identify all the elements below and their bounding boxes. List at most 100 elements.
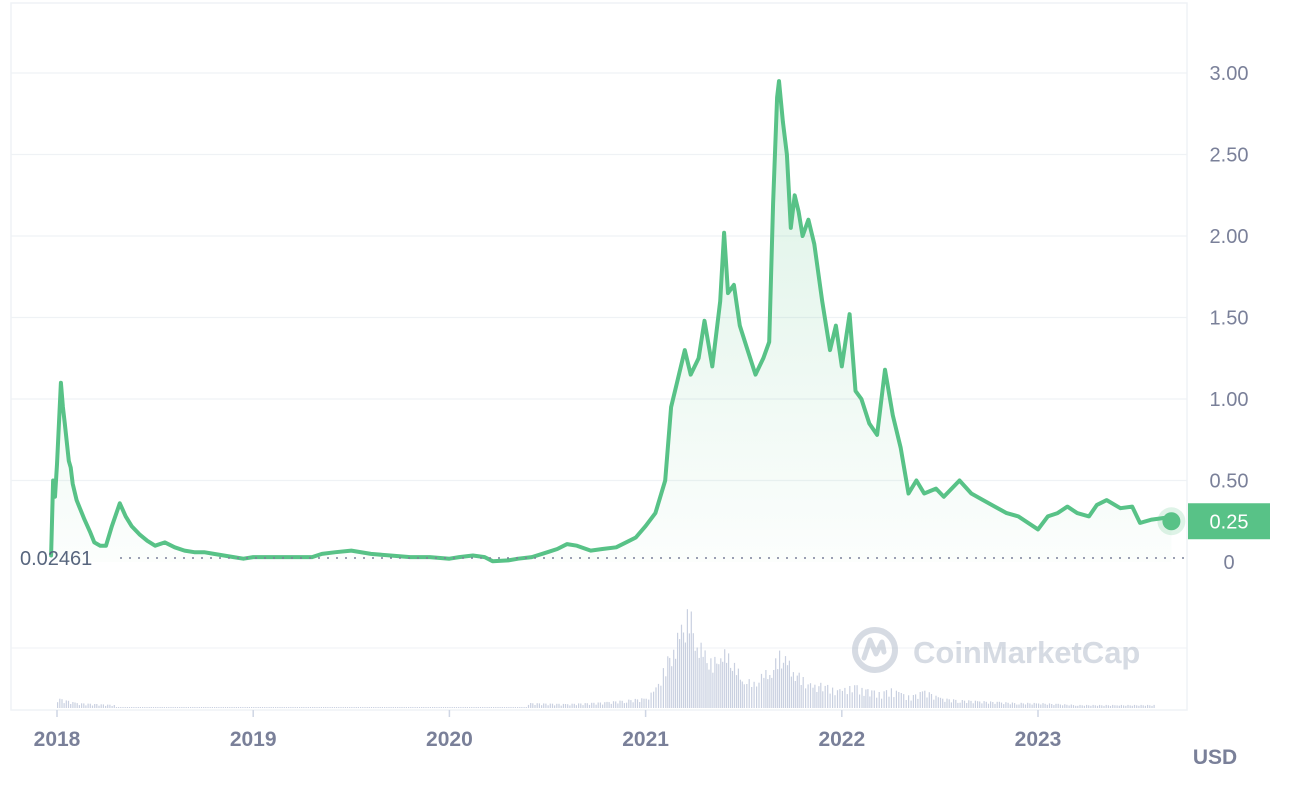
volume-bar (765, 670, 767, 708)
volume-bar (451, 707, 453, 708)
volume-bar (1151, 705, 1153, 708)
volume-bar (673, 649, 675, 708)
volume-bar (621, 700, 623, 708)
volume-bar (556, 703, 558, 708)
volume-bar (65, 700, 67, 708)
volume-bar (623, 703, 625, 708)
volume-bar (264, 707, 266, 708)
volume-bar (292, 707, 294, 708)
volume-bar (1131, 705, 1133, 708)
volume-bar (440, 707, 442, 708)
x-tick-label: 2019 (230, 728, 277, 751)
volume-bar (1007, 702, 1009, 708)
volume-bar (867, 689, 869, 708)
volume-bar (827, 684, 829, 708)
volume-bar (1077, 705, 1079, 708)
volume-bar (730, 667, 732, 708)
volume-bar (939, 697, 942, 708)
volume-bar (482, 707, 484, 708)
volume-bar (809, 683, 812, 708)
volume-bar (1123, 705, 1125, 708)
volume-bar (57, 702, 59, 708)
volume-bar (534, 705, 536, 708)
volume-bar (192, 707, 194, 708)
y-axis-ticks: 0 0.50 1.00 1.50 2.00 2.50 3.00 (1210, 63, 1249, 574)
y-tick-label: 1.50 (1210, 308, 1249, 330)
volume-bar (231, 707, 233, 708)
volume-bar (255, 707, 257, 708)
volume-bar (974, 700, 976, 708)
volume-bar (386, 707, 388, 708)
volume-bar (617, 703, 619, 708)
volume-bar (205, 707, 207, 708)
volume-bar (342, 707, 344, 708)
volume-bar (990, 701, 992, 708)
volume-bar (1144, 705, 1146, 708)
volume-bar (403, 707, 405, 708)
volume-bar (220, 707, 222, 708)
volume-bar (822, 691, 824, 708)
volume-bar (669, 657, 671, 708)
volume-bar (963, 700, 966, 708)
volume-bar (135, 707, 137, 708)
volume-bar (246, 707, 248, 708)
volume-bar (558, 703, 560, 708)
volume-bar (748, 679, 750, 708)
watermark: CoinMarketCap (852, 627, 1140, 673)
volume-bar (760, 673, 763, 708)
volume-bar (242, 707, 244, 708)
volume-bar (1059, 704, 1061, 708)
volume-bar (309, 707, 312, 708)
volume-bar (632, 702, 634, 708)
volume-bar (279, 707, 281, 708)
volume-bar (434, 707, 436, 708)
volume-bar (1064, 704, 1066, 708)
volume-bar (275, 707, 277, 708)
volume-bar (970, 700, 972, 708)
volume-bar (786, 665, 789, 708)
volume-bar (283, 707, 285, 708)
volume-bar (724, 649, 726, 708)
volume-bar (1068, 705, 1070, 708)
volume-bar (650, 692, 652, 708)
volume-bar (541, 705, 543, 708)
volume-bar (746, 684, 748, 708)
volume-bar (344, 707, 346, 708)
volume-bar (1081, 705, 1083, 708)
volume-bar (545, 703, 547, 708)
volume-bar (573, 703, 575, 708)
volume-bar (471, 707, 473, 708)
volume-bar (910, 700, 912, 708)
volume-bar (731, 670, 734, 708)
volume-bar (296, 707, 298, 708)
volume-bar (1011, 702, 1013, 708)
volume-bar (662, 668, 664, 708)
volume-bar (549, 703, 551, 708)
volume-bar (814, 684, 816, 708)
volume-bar (285, 707, 288, 708)
volume-bar (983, 701, 985, 708)
volume-bar (720, 658, 722, 708)
volume-bar (893, 697, 895, 708)
volume-bar (863, 695, 865, 708)
volume-bar (148, 707, 150, 708)
volume-bar (677, 632, 679, 708)
volume-bar (1099, 704, 1101, 708)
volume-bar (987, 703, 990, 708)
current-price-dot[interactable] (1162, 512, 1181, 531)
volume-bar (679, 639, 681, 708)
volume-bar (966, 703, 968, 708)
volume-bar (955, 699, 957, 708)
volume-bar (885, 690, 888, 708)
volume-bar (261, 707, 264, 708)
volume-bar (933, 699, 935, 708)
volume-bar (636, 699, 639, 708)
volume-bar (532, 703, 534, 708)
volume-bar (836, 690, 839, 708)
price-line[interactable] (49, 79, 1174, 564)
volume-bar (639, 702, 641, 708)
volume-bar (124, 707, 126, 708)
volume-bar (207, 707, 209, 708)
